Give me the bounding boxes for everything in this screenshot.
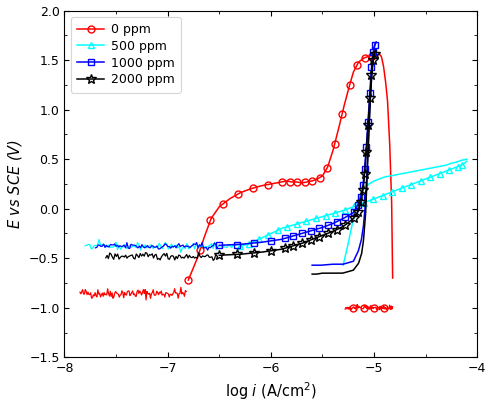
1000 ppm <box>341 215 347 220</box>
500 ppm <box>350 204 356 209</box>
500 ppm <box>378 194 384 199</box>
1000 ppm <box>216 243 222 248</box>
2000 ppm <box>340 224 346 229</box>
Line: 2000 ppm: 2000 ppm <box>215 47 380 260</box>
1000 ppm <box>373 40 379 45</box>
0 ppm <box>372 52 378 57</box>
0 ppm <box>349 74 355 79</box>
Line: 0 ppm: 0 ppm <box>185 51 383 284</box>
0 ppm <box>298 180 304 185</box>
Y-axis label: $E$ vs SCE (V): $E$ vs SCE (V) <box>5 139 24 229</box>
500 ppm <box>351 204 357 209</box>
Line: 500 ppm: 500 ppm <box>237 157 470 250</box>
1000 ppm <box>340 216 346 221</box>
2000 ppm <box>372 50 378 55</box>
500 ppm <box>431 173 437 178</box>
Legend: 0 ppm, 500 ppm, 1000 ppm, 2000 ppm: 0 ppm, 500 ppm, 1000 ppm, 2000 ppm <box>71 17 181 93</box>
0 ppm <box>316 176 322 181</box>
500 ppm <box>464 159 470 164</box>
2000 ppm <box>341 223 347 228</box>
0 ppm <box>185 277 191 282</box>
500 ppm <box>237 244 243 249</box>
2000 ppm <box>216 253 222 258</box>
2000 ppm <box>352 214 358 219</box>
2000 ppm <box>366 106 372 111</box>
X-axis label: log $i$ (A/cm$^2$): log $i$ (A/cm$^2$) <box>225 381 317 402</box>
0 ppm <box>376 52 382 57</box>
500 ppm <box>366 199 371 204</box>
0 ppm <box>308 179 313 184</box>
0 ppm <box>299 180 305 185</box>
1000 ppm <box>352 208 358 213</box>
1000 ppm <box>372 42 378 47</box>
Line: 1000 ppm: 1000 ppm <box>216 39 380 249</box>
1000 ppm <box>357 198 363 203</box>
2000 ppm <box>357 204 363 209</box>
500 ppm <box>461 161 467 166</box>
2000 ppm <box>371 51 377 56</box>
1000 ppm <box>366 102 372 107</box>
